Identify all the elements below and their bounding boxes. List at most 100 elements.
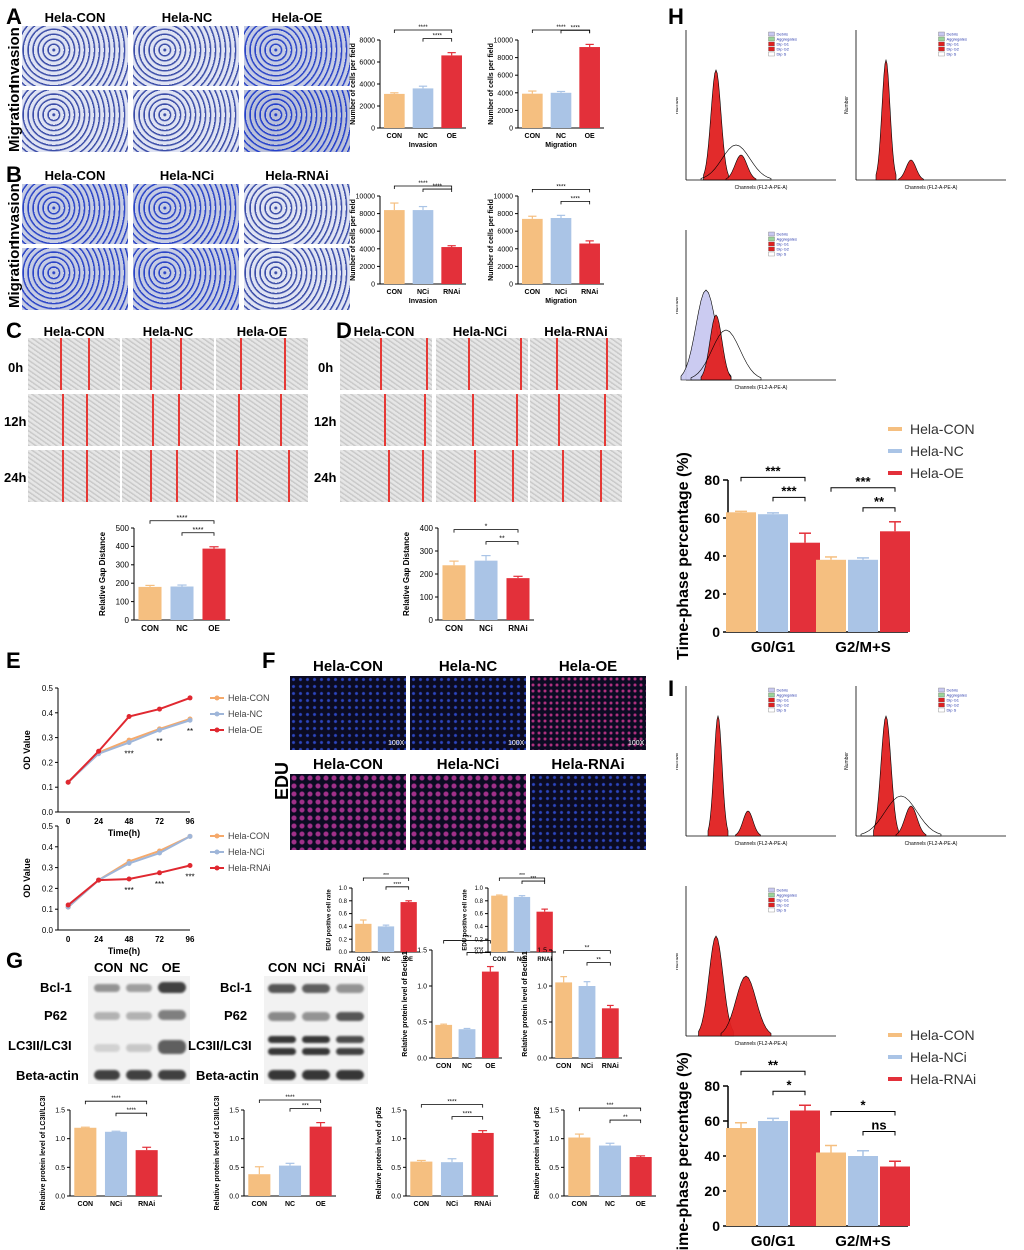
bar xyxy=(471,1132,494,1196)
histogram: Channels (FL2-A-PE-A) Number DebrisAggrega… xyxy=(844,686,1006,847)
x-tick-label: OE xyxy=(208,624,220,633)
bar xyxy=(550,92,572,128)
y-tick-label: 80 xyxy=(704,472,720,488)
legend-label: Dip G1 xyxy=(947,698,960,703)
y-tick-label: 0.5 xyxy=(55,1165,65,1172)
blot-band xyxy=(158,982,186,993)
y-tick-label: 60 xyxy=(704,1113,720,1129)
significance-bracket xyxy=(181,532,215,536)
x-axis-label: Invasion xyxy=(409,142,437,149)
data-point xyxy=(157,706,163,712)
y-tick-label: 6000 xyxy=(359,229,375,236)
significance-bracket xyxy=(531,188,591,193)
data-point xyxy=(126,740,132,746)
legend-label: Hela-NCi xyxy=(910,1049,967,1065)
significance-label: **** xyxy=(177,515,188,522)
y-tick-label: 80 xyxy=(704,1078,720,1094)
bar xyxy=(377,926,395,952)
blot-row: LC3II/LC3I xyxy=(8,1038,72,1053)
blot-band xyxy=(268,1036,296,1043)
hist-peak xyxy=(735,810,761,837)
blot-band xyxy=(126,1044,152,1052)
wound-edge xyxy=(60,338,62,390)
legend-swatch xyxy=(938,702,945,708)
y-tick-label: 0.0 xyxy=(42,808,54,817)
micrograph xyxy=(22,90,128,152)
panel-label-a: A xyxy=(6,4,22,29)
significance-label: *** xyxy=(519,873,525,879)
legend-label: Dip S xyxy=(777,252,787,257)
significance-label: **** xyxy=(193,527,204,534)
col-header: Hela-NC xyxy=(438,658,498,675)
y-tick-label: 2000 xyxy=(497,108,513,115)
x-tick-label: 48 xyxy=(125,935,134,944)
significance-label: **** xyxy=(462,936,472,942)
y-tick-label: 60 xyxy=(704,510,720,526)
hist-peak xyxy=(725,154,757,181)
y-axis-label: Relative protein level of LC3II/LC3I xyxy=(214,1096,221,1211)
chart-e1: 0.0 0.1 0.2 0.3 0.4 0.5 0 24 48 72 96 Time(h) OD Val… xyxy=(22,684,270,838)
x-tick-label: NC xyxy=(556,133,566,140)
blot-col: NC xyxy=(129,960,149,975)
y-axis-label: Relative protein level of Beclin1 xyxy=(402,951,409,1057)
x-tick-label: 24 xyxy=(94,817,103,826)
bar xyxy=(170,586,194,620)
bar xyxy=(458,1029,476,1058)
x-tick-label: CON xyxy=(387,289,403,296)
hist-peak xyxy=(860,795,942,837)
chart-i: 0 20 40 60 80 Time-phase percentage (%) G0/G1 *… xyxy=(675,1027,976,1250)
blot-band xyxy=(336,1036,364,1043)
significance-label: *** xyxy=(383,873,389,879)
legend-label: Dip G2 xyxy=(947,47,960,52)
x-tick-label: NC xyxy=(176,624,188,633)
legend-label: Debris xyxy=(947,688,959,693)
x-axis-label: Time(h) xyxy=(108,828,140,838)
legend-swatch xyxy=(938,36,945,42)
chart-c: 0 100 200 300 400 500 CON NC OE Relative Gap Dist… xyxy=(98,515,230,633)
significance-label: **** xyxy=(447,1100,457,1106)
y-tick-label: 100 xyxy=(420,593,434,602)
significance-label: **** xyxy=(393,882,401,888)
significance-label: *** xyxy=(765,463,781,478)
y-axis-label: Relative Gap Distance xyxy=(98,531,107,616)
legend-label: Dip G1 xyxy=(947,42,960,47)
blot-band xyxy=(94,1044,120,1052)
col-header: Hela-CON xyxy=(312,756,383,773)
row-header: 24h xyxy=(314,470,337,485)
legend-swatch xyxy=(768,241,775,247)
blot-col: CON xyxy=(94,960,123,975)
x-tick-label: NCi xyxy=(446,1201,458,1208)
legend-label: Dip S xyxy=(947,708,957,713)
y-tick-label: 100 xyxy=(116,597,130,606)
x-tick-label: CON xyxy=(493,957,506,963)
y-tick-label: 1.0 xyxy=(537,983,547,990)
y-tick-label: 300 xyxy=(420,547,434,556)
x-tick-label: OE xyxy=(636,1201,646,1208)
scratch-image xyxy=(216,394,308,446)
significance-bracket xyxy=(772,1090,806,1096)
bar xyxy=(522,218,543,284)
legend-swatch xyxy=(888,1055,902,1059)
blot-band xyxy=(336,1012,364,1021)
legend-swatch xyxy=(768,907,775,913)
blot-row: P62 xyxy=(224,1008,248,1023)
significance-bracket xyxy=(422,188,453,193)
legend-label: Hela-RNAi xyxy=(228,863,271,873)
bar xyxy=(441,247,462,284)
bar xyxy=(629,1157,652,1196)
legend-swatch xyxy=(768,51,775,57)
y-tick-label: 0.3 xyxy=(42,864,54,873)
legend-label: Debris xyxy=(777,888,789,893)
edu-image xyxy=(410,676,526,750)
wound-edge xyxy=(606,338,608,390)
wound-edge xyxy=(240,338,242,390)
y-tick-label: 0 xyxy=(371,281,375,288)
significance-bracket xyxy=(393,185,453,189)
blot-col: OE xyxy=(161,960,181,975)
y-tick-label: 8000 xyxy=(359,211,375,218)
blot-band xyxy=(126,1070,152,1080)
x-tick-label: RNAi xyxy=(581,289,598,296)
